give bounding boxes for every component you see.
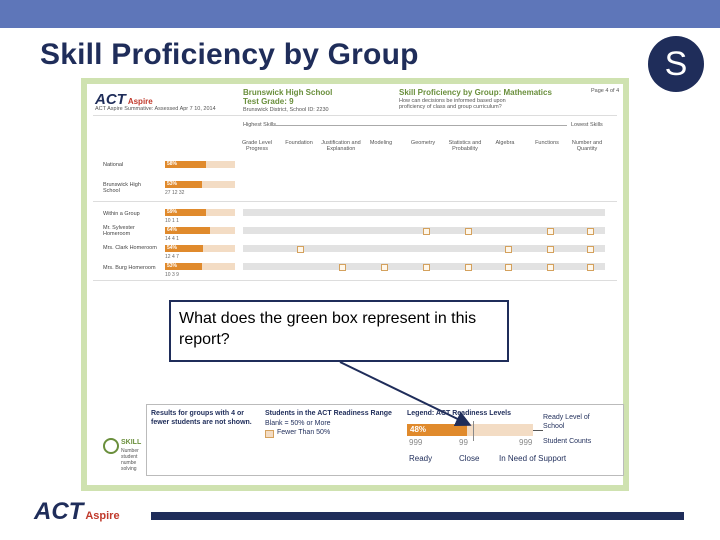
lowest-skills-label: Lowest Skills xyxy=(571,122,603,128)
skill-marker xyxy=(423,264,430,271)
student-counts: 12 4 7 xyxy=(165,254,179,260)
progress-fill xyxy=(165,245,203,252)
footer-logo: ACT Aspire xyxy=(34,498,120,525)
slide-title: Skill Proficiency by Group xyxy=(40,38,419,71)
skill-lines: Number student numbe solving xyxy=(121,448,139,472)
progress-fill xyxy=(165,209,207,216)
column-header: Number and Quantity xyxy=(571,140,603,152)
count-ready: 999 xyxy=(409,438,423,447)
row-label: Within a Group xyxy=(103,211,140,217)
column-header: Foundation xyxy=(285,140,313,146)
skill-marker xyxy=(465,228,472,235)
skills-arrow-line xyxy=(271,125,567,126)
fewer-swatch xyxy=(265,430,274,438)
column-header: Algebra xyxy=(495,140,515,146)
fewer-label: Fewer Than 50% xyxy=(277,429,331,436)
report-subtitle: How can decisions be informed based upon… xyxy=(399,98,506,110)
district-line: Brunswick District, School ID: 2230 xyxy=(243,107,329,113)
skill-marker xyxy=(547,228,554,235)
progress-bar: 58% xyxy=(165,161,235,168)
student-counts: 27 12 32 xyxy=(165,190,185,196)
skill-marker xyxy=(465,264,472,271)
student-counts: 10 1 1 xyxy=(165,218,179,224)
progress-fill xyxy=(165,161,206,168)
skill-marker xyxy=(339,264,346,271)
student-counts-label: Student Counts xyxy=(543,438,592,445)
legend-sample-pct: 48% xyxy=(410,425,427,434)
skill-marker xyxy=(587,228,594,235)
row-label: Brunswick High School xyxy=(103,182,141,194)
report-title: Skill Proficiency by Group: Mathematics xyxy=(399,88,552,97)
readiness-marker xyxy=(473,421,474,441)
progress-fill xyxy=(165,263,203,270)
ready-level-label: Ready Level of School xyxy=(543,414,590,430)
progress-bar: 53% xyxy=(165,181,235,188)
legend-zoom: Results for groups with 4 or fewer stude… xyxy=(146,404,624,476)
skill-marker xyxy=(587,264,594,271)
group-band xyxy=(243,209,605,216)
progress-bar: 59% xyxy=(165,209,235,216)
section-badge: S xyxy=(648,36,704,92)
column-header: Grade Level Progress xyxy=(242,140,272,152)
question-callout: What does the green box represent in thi… xyxy=(169,300,509,362)
row-label: Mrs. Clark Homeroom xyxy=(103,245,157,251)
test-grade: Test Grade: 9 xyxy=(243,97,294,106)
legend-note: Results for groups with 4 or fewer stude… xyxy=(151,410,252,426)
legend-sample-fill xyxy=(407,424,468,436)
skill-marker xyxy=(505,264,512,271)
count-support: 999 xyxy=(519,438,533,447)
student-counts: 10 3 9 xyxy=(165,272,179,278)
skill-marker xyxy=(381,264,388,271)
progress-bar: 64% xyxy=(165,227,235,234)
count-close: 99 xyxy=(459,438,468,447)
divider xyxy=(93,201,617,202)
student-counts: 14 4 1 xyxy=(165,236,179,242)
skill-marker xyxy=(547,246,554,253)
skill-marker xyxy=(423,228,430,235)
skill-box: SKILL Number student numbe solving xyxy=(101,436,147,480)
skill-icon xyxy=(103,438,119,454)
divider xyxy=(93,115,617,116)
skill-marker xyxy=(505,246,512,253)
label-ready: Ready xyxy=(409,454,433,463)
skill-marker xyxy=(587,246,594,253)
skill-marker xyxy=(547,264,554,271)
progress-bar: 54% xyxy=(165,245,235,252)
row-label: Mr. Sylvester Homeroom xyxy=(103,225,135,237)
column-header: Functions xyxy=(535,140,559,146)
column-header: Modeling xyxy=(369,140,393,146)
top-bar xyxy=(0,0,720,28)
row-label: National xyxy=(103,162,124,168)
report-logo: ACT Aspire xyxy=(95,91,153,108)
group-band xyxy=(243,245,605,252)
range-title: Students in the ACT Readiness Range xyxy=(265,410,392,417)
page-number: Page 4 of 4 xyxy=(591,88,620,94)
progress-fill xyxy=(165,181,203,188)
divider xyxy=(93,280,617,281)
column-header: Geometry xyxy=(410,140,436,146)
progress-bar: 53% xyxy=(165,263,235,270)
legend-sample-bar: 48% xyxy=(407,424,533,436)
label-support: In Need of Support xyxy=(499,454,567,463)
row-label: Mrs. Burg Homeroom xyxy=(103,265,156,271)
column-header: Statistics and Probability xyxy=(448,140,482,152)
label-close: Close xyxy=(459,454,480,463)
bottom-bar xyxy=(151,512,684,520)
highest-skills-label: Highest Skills xyxy=(243,122,277,128)
ready-level-pointer xyxy=(533,430,543,431)
blank-label: Blank = 50% or More xyxy=(265,420,331,427)
column-header: Justification and Explanation xyxy=(321,140,361,152)
skill-heading: SKILL xyxy=(121,439,142,446)
report-logo-line: ACT Aspire Summative: Assessed Apr 7 10,… xyxy=(95,106,216,112)
progress-fill xyxy=(165,227,210,234)
school-name: Brunswick High School xyxy=(243,88,333,97)
skill-marker xyxy=(297,246,304,253)
